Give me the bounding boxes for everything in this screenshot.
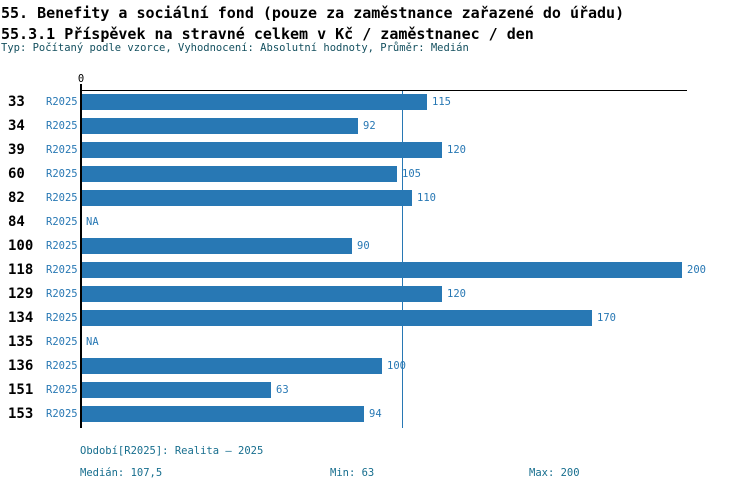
row-category-label: 39 (8, 142, 25, 158)
row-category-label: 100 (8, 238, 34, 254)
row-series-label: R2025 (46, 96, 78, 108)
row-category-label: 118 (8, 262, 34, 278)
row-series-label: R2025 (46, 120, 78, 132)
report-title-line2: 55.3.1 Příspěvek na stravné celkem v Kč … (1, 25, 534, 43)
bar (82, 190, 412, 206)
bar (82, 94, 427, 110)
row-series-label: R2025 (46, 264, 78, 276)
bar (82, 382, 271, 398)
row-series-label: R2025 (46, 360, 78, 372)
bar (82, 358, 382, 374)
bar-value-label: 63 (276, 384, 289, 396)
period-label: Období[R2025]: Realita – 2025 (80, 445, 264, 457)
row-category-label: 129 (8, 286, 34, 302)
row-category-label: 153 (8, 406, 34, 422)
median-stat-label: Medián: 107,5 (80, 467, 163, 479)
report-meta-line: Typ: Počítaný podle vzorce, Vyhodnocení:… (1, 42, 469, 54)
row-category-label: 84 (8, 214, 25, 230)
bar (82, 262, 682, 278)
bar (82, 286, 442, 302)
bar (82, 142, 442, 158)
bar-value-label: 92 (363, 120, 376, 132)
row-category-label: 82 (8, 190, 25, 206)
bar-value-label: 170 (597, 312, 616, 324)
row-category-label: 60 (8, 166, 25, 182)
row-category-label: 134 (8, 310, 34, 326)
y-axis-line (80, 84, 82, 428)
x-axis-line (80, 90, 687, 91)
row-series-label: R2025 (46, 288, 78, 300)
bar-value-label: 100 (387, 360, 406, 372)
row-category-label: 136 (8, 358, 34, 374)
bar-value-label: 120 (447, 144, 466, 156)
row-series-label: R2025 (46, 336, 78, 348)
row-na-label: NA (86, 216, 99, 228)
bar (82, 310, 592, 326)
report-title-line1: 55. Benefity a sociální fond (pouze za z… (1, 4, 625, 22)
min-stat-label: Min: 63 (330, 467, 375, 479)
row-series-label: R2025 (46, 312, 78, 324)
median-reference-line (402, 91, 403, 428)
bar (82, 118, 358, 134)
row-series-label: R2025 (46, 384, 78, 396)
max-stat-label: Max: 200 (529, 467, 580, 479)
bar-value-label: 110 (417, 192, 436, 204)
row-category-label: 33 (8, 94, 25, 110)
row-category-label: 135 (8, 334, 34, 350)
row-na-label: NA (86, 336, 99, 348)
bar-value-label: 200 (687, 264, 706, 276)
bar-value-label: 94 (369, 408, 382, 420)
row-series-label: R2025 (46, 168, 78, 180)
bar-value-label: 90 (357, 240, 370, 252)
x-axis-zero-label: 0 (77, 73, 85, 85)
bar-value-label: 105 (402, 168, 421, 180)
bar-value-label: 115 (432, 96, 451, 108)
row-series-label: R2025 (46, 240, 78, 252)
bar (82, 238, 352, 254)
row-category-label: 34 (8, 118, 25, 134)
row-series-label: R2025 (46, 144, 78, 156)
row-series-label: R2025 (46, 192, 78, 204)
bar-value-label: 120 (447, 288, 466, 300)
row-category-label: 151 (8, 382, 34, 398)
bar (82, 166, 397, 182)
row-series-label: R2025 (46, 408, 78, 420)
bar (82, 406, 364, 422)
row-series-label: R2025 (46, 216, 78, 228)
